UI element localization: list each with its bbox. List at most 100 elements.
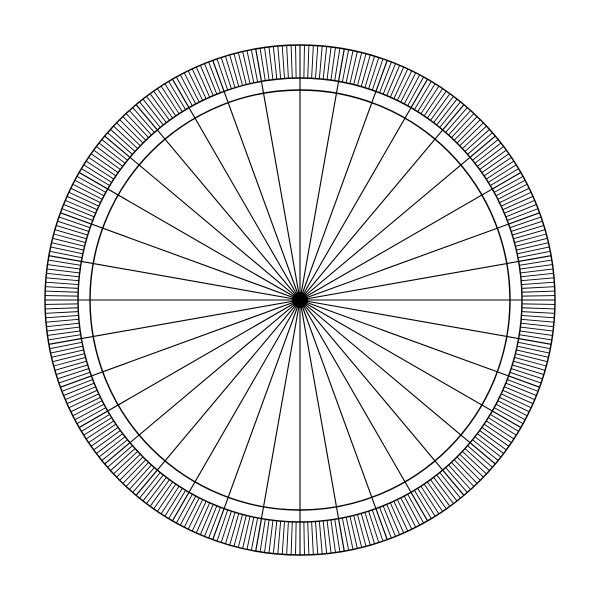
minor-tick [512,365,544,375]
minor-tick [515,238,547,246]
minor-tick [350,52,357,84]
minor-tick [477,434,503,454]
minor-tick [57,221,88,231]
minor-tick [99,143,125,163]
minor-tick [484,157,511,175]
minor-tick [434,477,454,503]
minor-tick [365,512,375,544]
minor-tick [273,521,276,554]
minor-tick [126,462,149,486]
minor-tick [473,440,499,461]
minor-tick [418,488,435,516]
minor-tick [120,120,143,143]
minor-tick [522,308,555,309]
dial-group [45,45,555,555]
minor-tick [55,361,87,370]
minor-tick [482,427,509,446]
minor-tick [304,522,305,555]
minor-tick [319,46,322,79]
minor-tick [496,404,525,419]
minor-tick [408,77,424,106]
minor-tick [102,140,128,161]
minor-tick [265,47,270,80]
minor-tick [357,514,366,546]
minor-tick [243,516,250,548]
minor-tick [221,511,231,542]
minor-tick [369,511,379,542]
minor-tick [331,520,336,553]
minor-tick [312,45,314,78]
minor-tick [480,430,507,449]
minor-tick [110,449,135,471]
minor-tick [477,147,503,167]
center-dot [292,292,308,308]
minor-tick [521,282,554,284]
minor-tick [169,490,186,518]
minor-tick [421,486,439,514]
minor-tick [54,357,86,366]
minor-tick [484,424,511,442]
minor-tick [114,451,138,474]
minor-tick [296,522,297,555]
minor-tick [45,291,78,292]
minor-tick [84,418,112,435]
minor-tick [468,446,493,468]
minor-tick [315,46,317,79]
minor-tick [55,230,87,239]
minor-tick [516,243,548,250]
minor-tick [165,488,182,516]
minor-tick [129,465,151,490]
minor-tick [465,129,490,151]
minor-tick [133,108,155,133]
minor-tick [451,114,474,138]
minor-tick [488,418,516,435]
minor-tick [511,221,542,231]
minor-tick [440,102,461,128]
minor-tick [440,473,461,499]
minor-tick [46,323,79,326]
minor-tick [462,451,486,474]
minor-tick [522,287,555,289]
minor-tick [230,513,239,545]
minor-tick [520,265,553,270]
minor-tick [496,180,525,195]
minor-tick [56,225,88,235]
minor-tick [53,238,85,246]
minor-tick [521,319,554,322]
minor-tick [45,296,78,297]
minor-tick [45,308,78,309]
minor-tick [457,120,480,143]
minor-tick [75,180,104,195]
minor-tick [269,520,273,553]
minor-tick [117,123,141,146]
minor-tick [120,457,143,480]
minor-tick [57,369,88,379]
minor-tick [47,269,80,273]
minor-tick [89,424,116,442]
minor-tick [449,465,471,490]
minor-tick [287,522,289,555]
minor-tick [47,265,80,270]
minor-tick [96,434,122,454]
minor-tick [414,81,431,109]
minor-tick [147,477,167,503]
minor-tick [99,437,125,457]
minor-tick [512,225,544,235]
minor-tick [176,77,192,106]
minor-tick [291,45,292,78]
minor-tick [327,520,331,553]
minor-tick [449,110,471,135]
minor-tick [521,323,554,326]
minor-tick [147,96,167,122]
minor-tick [446,108,468,133]
minor-tick [126,114,149,138]
minor-tick [520,269,553,273]
minor-tick [521,273,554,276]
minor-tick [53,354,85,362]
minor-tick [234,54,243,86]
minor-tick [133,468,155,493]
minor-tick [81,169,109,186]
minor-tick [46,315,79,317]
minor-tick [361,55,370,87]
minor-tick [230,55,239,87]
